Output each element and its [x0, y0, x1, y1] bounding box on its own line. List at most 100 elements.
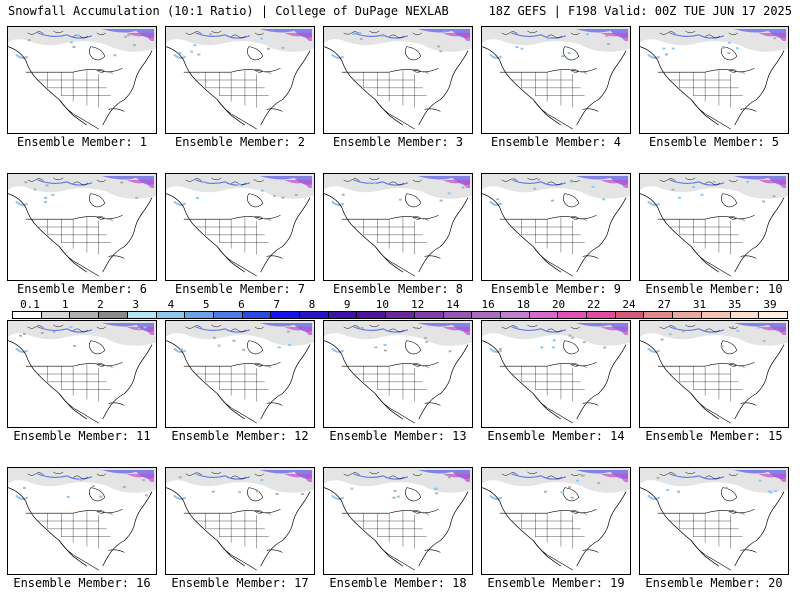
ensemble-member-label: Ensemble Member: 17 — [171, 576, 309, 590]
legend-color-box — [701, 312, 731, 318]
map-panel-svg — [482, 27, 630, 130]
legend-color-box — [300, 312, 329, 318]
legend-color-bar — [12, 311, 788, 319]
ensemble-member-map — [639, 320, 789, 428]
legend-color-box — [730, 312, 760, 318]
legend-color-box — [13, 312, 42, 318]
ensemble-member-label: Ensemble Member: 18 — [329, 576, 467, 590]
map-panel-svg — [8, 174, 156, 277]
ensemble-member-label: Ensemble Member: 12 — [171, 429, 309, 443]
legend-color-box — [414, 312, 444, 318]
ensemble-member-map — [639, 26, 789, 134]
legend-color-box — [673, 312, 702, 318]
legend-color-box — [357, 312, 387, 318]
ensemble-member-label: Ensemble Member: 4 — [490, 135, 622, 149]
map-panel-svg — [8, 321, 156, 424]
legend-color-box — [127, 312, 157, 318]
map-panel-svg — [482, 174, 630, 277]
ensemble-member-label: Ensemble Member: 16 — [13, 576, 151, 590]
map-title: Snowfall Accumulation (10:1 Ratio) | Col… — [8, 4, 449, 18]
legend-tick-label: 20 — [551, 298, 566, 311]
ensemble-member-map — [323, 173, 473, 281]
ensemble-member-label: Ensemble Member: 19 — [487, 576, 625, 590]
ensemble-member-map — [481, 26, 631, 134]
ensemble-member-label: Ensemble Member: 8 — [332, 282, 464, 296]
ensemble-member-map — [165, 173, 315, 281]
legend-color-box — [529, 312, 559, 318]
legend-tick-label: 7 — [273, 298, 280, 311]
legend-color-box — [759, 312, 787, 318]
map-panel-svg — [324, 174, 472, 277]
map-panel-svg — [640, 174, 788, 277]
ensemble-member-label: Ensemble Member: 10 — [645, 282, 783, 296]
legend-tick-label: 0.1 — [20, 298, 40, 311]
ensemble-member-label: Ensemble Member: 13 — [329, 429, 467, 443]
legend-tick-label: 8 — [308, 298, 316, 311]
legend-tick-label: 16 — [481, 298, 495, 311]
ensemble-member-map — [481, 467, 631, 575]
map-panel-svg — [640, 321, 788, 424]
ensemble-member-label: Ensemble Member: 5 — [648, 135, 780, 149]
ensemble-member-map — [639, 467, 789, 575]
legend-color-box — [99, 312, 128, 318]
legend-color-box — [558, 312, 588, 318]
legend-tick-label: 4 — [167, 298, 175, 311]
legend-tick-label: 9 — [343, 298, 351, 311]
legend-tick-label: 12 — [410, 298, 425, 311]
ensemble-member-label: Ensemble Member: 7 — [174, 282, 306, 296]
map-panel-svg — [166, 174, 314, 277]
ensemble-member-map — [165, 467, 315, 575]
ensemble-member-label: Ensemble Member: 20 — [645, 576, 783, 590]
ensemble-member-label: Ensemble Member: 11 — [13, 429, 151, 443]
legend-tick-label: 31 — [692, 298, 707, 311]
ensemble-member-label: Ensemble Member: 9 — [490, 282, 622, 296]
legend-tick-label: 14 — [446, 298, 460, 311]
legend-color-box — [41, 312, 71, 318]
legend-color-box — [615, 312, 645, 318]
ensemble-member-label: Ensemble Member: 6 — [16, 282, 148, 296]
legend-color-box — [156, 312, 186, 318]
legend-color-box — [328, 312, 358, 318]
legend-tick-label: 27 — [657, 298, 671, 311]
map-panel-svg — [8, 468, 156, 571]
legend-color-box — [213, 312, 243, 318]
ensemble-member-map — [323, 26, 473, 134]
ensemble-member-label: Ensemble Member: 3 — [332, 135, 464, 149]
legend-tick-label: 1 — [61, 298, 69, 311]
legend-tick-label: 35 — [728, 298, 742, 311]
legend-tick-label: 10 — [375, 298, 389, 311]
legend-color-box — [185, 312, 214, 318]
legend-tick-label: 22 — [587, 298, 601, 311]
legend-color-box — [500, 312, 530, 318]
ensemble-member-map — [165, 320, 315, 428]
ensemble-member-map — [7, 320, 157, 428]
map-panel-svg — [166, 27, 314, 130]
map-panel-svg — [482, 321, 630, 424]
ensemble-member-label: Ensemble Member: 2 — [174, 135, 306, 149]
ensemble-member-map — [639, 173, 789, 281]
legend-tick-label: 6 — [238, 298, 245, 311]
legend-color-box — [386, 312, 415, 318]
ensemble-member-label: Ensemble Member: 15 — [645, 429, 783, 443]
ensemble-member-map — [165, 26, 315, 134]
ensemble-member-map — [7, 467, 157, 575]
model-run-info: 18Z GEFS | F198 Valid: 00Z TUE JUN 17 20… — [488, 4, 792, 18]
map-panel-svg — [166, 468, 314, 571]
ensemble-member-map — [7, 173, 157, 281]
legend-tick-label: 18 — [516, 298, 530, 311]
snowfall-legend: 0.1 1 2 3 4 5 6 7 8 9 10 12 14 16 18 20 22 24 27 31 35 39 — [12, 298, 788, 320]
legend-tick-label: 5 — [202, 298, 210, 311]
legend-color-box — [472, 312, 501, 318]
ensemble-member-map — [481, 173, 631, 281]
legend-color-box — [644, 312, 674, 318]
ensemble-member-label: Ensemble Member: 14 — [487, 429, 625, 443]
map-panel-svg — [8, 27, 156, 130]
map-panel-svg — [166, 321, 314, 424]
legend-color-box — [70, 312, 100, 318]
map-panel-svg — [640, 27, 788, 130]
legend-color-box — [271, 312, 301, 318]
map-panel-svg — [324, 468, 472, 571]
map-panel-svg — [324, 321, 472, 424]
legend-tick-label: 2 — [97, 298, 104, 311]
legend-tick-label: 24 — [622, 298, 636, 311]
